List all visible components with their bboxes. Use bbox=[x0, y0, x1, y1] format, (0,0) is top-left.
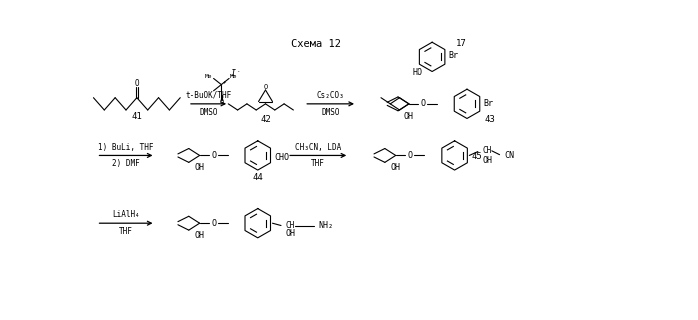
Text: OH: OH bbox=[285, 229, 296, 238]
Text: 17: 17 bbox=[455, 38, 466, 47]
Text: 2) DMF: 2) DMF bbox=[112, 159, 140, 168]
Text: 41: 41 bbox=[131, 112, 142, 121]
Text: O: O bbox=[219, 99, 223, 105]
Text: 1) BuLi, THF: 1) BuLi, THF bbox=[98, 143, 154, 152]
Text: HO: HO bbox=[412, 68, 422, 77]
Text: THF: THF bbox=[311, 159, 325, 168]
Text: CHO: CHO bbox=[275, 153, 290, 162]
Text: LiAlH₄: LiAlH₄ bbox=[112, 210, 140, 219]
Text: CH: CH bbox=[482, 146, 492, 155]
Text: DMSO: DMSO bbox=[200, 108, 218, 117]
Text: Me: Me bbox=[230, 74, 237, 79]
Text: 45: 45 bbox=[472, 152, 482, 162]
Text: O: O bbox=[211, 151, 216, 160]
Text: OH: OH bbox=[391, 163, 401, 172]
Text: 43: 43 bbox=[484, 115, 495, 124]
Text: O: O bbox=[135, 79, 139, 88]
Text: I: I bbox=[231, 69, 236, 78]
Text: Me: Me bbox=[205, 74, 213, 79]
Text: NH₂: NH₂ bbox=[318, 221, 333, 230]
Text: +: + bbox=[223, 79, 226, 84]
Text: CH₃CN, LDA: CH₃CN, LDA bbox=[295, 143, 341, 152]
Text: THF: THF bbox=[119, 227, 133, 236]
Text: O: O bbox=[211, 219, 216, 228]
Text: Br: Br bbox=[483, 99, 493, 108]
Text: CH: CH bbox=[285, 221, 295, 230]
Text: -: - bbox=[236, 69, 239, 74]
Text: O: O bbox=[407, 151, 412, 160]
Text: 44: 44 bbox=[253, 172, 263, 181]
Text: Схема 12: Схема 12 bbox=[291, 39, 341, 49]
Text: OH: OH bbox=[482, 156, 493, 164]
Text: OH: OH bbox=[404, 112, 414, 121]
Text: O: O bbox=[263, 84, 267, 90]
Text: Cs₂CO₃: Cs₂CO₃ bbox=[317, 91, 345, 100]
Text: CN: CN bbox=[504, 151, 514, 160]
Text: OH: OH bbox=[195, 231, 205, 240]
Text: Br: Br bbox=[448, 51, 459, 60]
Text: DMSO: DMSO bbox=[321, 108, 340, 117]
Text: O: O bbox=[420, 99, 425, 108]
Text: t-BuOK/THF: t-BuOK/THF bbox=[186, 91, 232, 100]
Text: 42: 42 bbox=[260, 115, 271, 124]
Text: OH: OH bbox=[195, 163, 205, 172]
